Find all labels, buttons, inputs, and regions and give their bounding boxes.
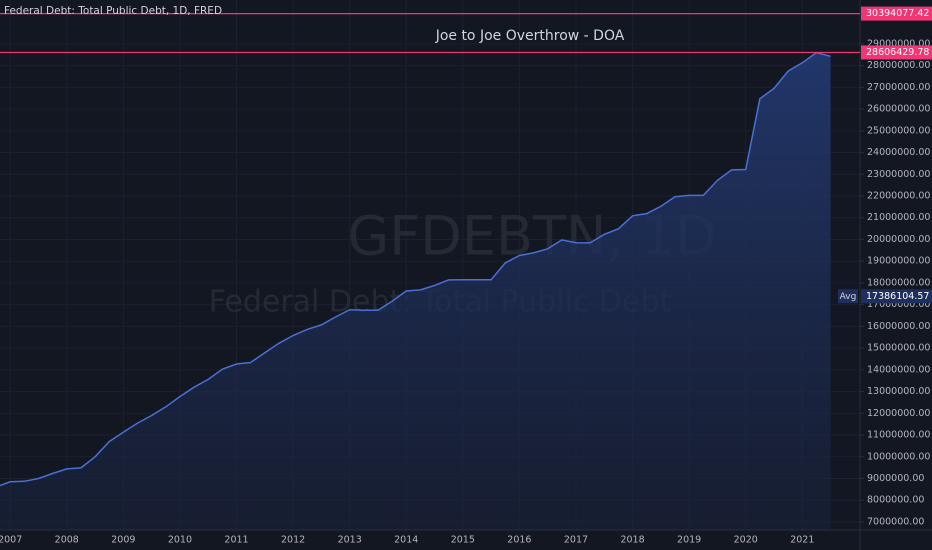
x-tick-label: 2018 (620, 535, 644, 546)
x-tick-label: 2007 (0, 535, 22, 546)
chart-title: Joe to Joe Overthrow - DOA (435, 28, 625, 44)
x-tick-label: 2010 (168, 535, 192, 546)
y-tick-label: 17000000.00 (867, 299, 930, 310)
y-tick-label: 10000000.00 (867, 451, 930, 462)
avg-tag (861, 289, 932, 304)
x-tick-label: 2020 (734, 535, 758, 546)
x-tick-label: 2009 (111, 535, 135, 546)
y-tick-label: 22000000.00 (867, 191, 930, 202)
y-tick-label: 9000000.00 (867, 473, 924, 484)
y-tick-label: 18000000.00 (867, 277, 930, 288)
y-tick-label: 8000000.00 (867, 495, 924, 506)
y-tick-label: 12000000.00 (867, 408, 930, 419)
x-tick-label: 2021 (790, 535, 814, 546)
y-tick-label: 27000000.00 (867, 82, 930, 93)
y-tick-label: 20000000.00 (867, 234, 930, 245)
price-tag (861, 6, 932, 21)
avg-badge-label: Avg (840, 292, 857, 302)
price-tag-label: 30394077.42 (866, 8, 929, 19)
area (0, 52, 831, 530)
x-tick-label: 2008 (55, 535, 79, 546)
y-tick-label: 19000000.00 (867, 256, 930, 267)
y-tick-label: 23000000.00 (867, 169, 930, 180)
avg-tag-label: 17386104.57 (866, 291, 929, 302)
x-tick-label: 2015 (451, 535, 475, 546)
price-axis (860, 0, 932, 550)
series-header: Federal Debt: Total Public Debt, 1D, FRE… (4, 5, 222, 17)
y-tick-label: 26000000.00 (867, 104, 930, 115)
y-tick-label: 13000000.00 (867, 386, 930, 397)
y-tick-label: 25000000.00 (867, 125, 930, 136)
x-tick-label: 2011 (224, 535, 248, 546)
price-tag (861, 45, 932, 60)
y-tick-label: 28000000.00 (867, 60, 930, 71)
x-tick-label: 2016 (507, 535, 531, 546)
x-tick-label: 2019 (677, 535, 701, 546)
x-tick-label: 2017 (564, 535, 588, 546)
y-tick-label: 15000000.00 (867, 343, 930, 354)
x-tick-label: 2013 (338, 535, 362, 546)
y-tick-label: 16000000.00 (867, 321, 930, 332)
y-tick-label: 7000000.00 (867, 516, 924, 527)
price-tag-label: 28606429.78 (866, 47, 929, 58)
y-tick-label: 29000000.00 (867, 38, 930, 49)
x-tick-label: 2012 (281, 535, 305, 546)
y-tick-label: 11000000.00 (867, 430, 930, 441)
y-tick-label: 14000000.00 (867, 364, 930, 375)
y-tick-label: 21000000.00 (867, 212, 930, 223)
x-tick-label: 2014 (394, 535, 418, 546)
avg-badge (838, 289, 858, 304)
y-tick-label: 24000000.00 (867, 147, 930, 158)
line (0, 51, 831, 487)
